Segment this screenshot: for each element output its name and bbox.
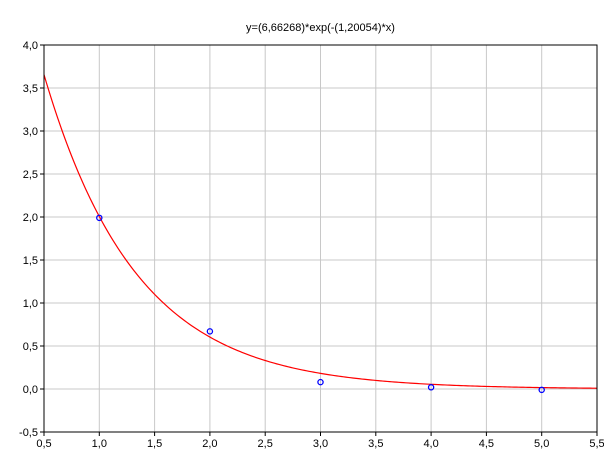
x-tick-label: 2,0: [202, 438, 217, 450]
data-point: [96, 214, 103, 222]
y-axis-ticks: -0,5 0,0 0,5 1,0 1,5 2,0 2,5 3,0 3,5 4,0: [19, 40, 44, 439]
grid-lines: [44, 45, 597, 432]
y-tick-label: 0,0: [23, 384, 38, 396]
y-tick-label: 3,5: [23, 83, 38, 95]
x-tick-label: 3,0: [313, 438, 328, 450]
x-tick-label: 1,0: [92, 438, 107, 450]
y-tick-label: 2,5: [23, 169, 38, 181]
x-tick-label: 1,5: [147, 438, 162, 450]
x-tick-label: 4,0: [423, 438, 438, 450]
x-tick-label: 3,5: [368, 438, 383, 450]
chart-title: y=(6,66268)*exp(-(1,20054)*x): [246, 22, 395, 34]
data-points-layer: [96, 214, 545, 394]
data-point: [538, 386, 545, 394]
y-tick-label: 3,0: [23, 126, 38, 138]
fit-curve-layer: [44, 74, 597, 389]
x-tick-label: 0,5: [36, 438, 51, 450]
data-point: [317, 378, 324, 386]
x-tick-label: 5,0: [534, 438, 549, 450]
x-tick-label: 2,5: [258, 438, 273, 450]
data-point: [427, 384, 435, 391]
y-tick-label: 0,5: [23, 341, 38, 353]
data-point: [206, 328, 214, 335]
x-axis-ticks: 0,5 1,0 1,5 2,0 2,5 3,0 3,5 4,0 4,5 5,0 5,5: [36, 432, 604, 450]
x-tick-label: 4,5: [479, 438, 494, 450]
y-tick-label: 1,0: [23, 298, 38, 310]
y-tick-label: 2,0: [23, 212, 38, 224]
fit-curve-line: [44, 74, 597, 389]
y-tick-label: -0,5: [19, 427, 38, 439]
x-tick-label: 5,5: [589, 438, 604, 450]
y-tick-label: 4,0: [23, 40, 38, 52]
y-tick-label: 1,5: [23, 255, 38, 267]
